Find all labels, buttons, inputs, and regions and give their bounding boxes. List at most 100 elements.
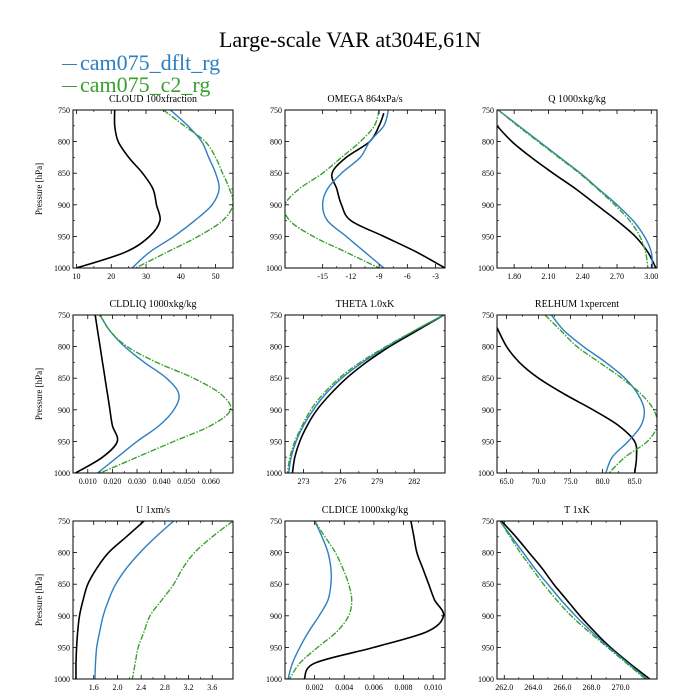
legend-swatch: [62, 86, 77, 88]
series-line-green: [288, 521, 353, 679]
x-tick-label: 70.0: [532, 477, 546, 486]
y-tick-label: 750: [482, 311, 494, 320]
y-tick-label: 950: [270, 643, 282, 652]
series-line-green: [544, 315, 657, 473]
x-tick-label: 2.70: [610, 272, 624, 281]
series-line-green: [135, 110, 233, 268]
y-tick-label: 750: [482, 106, 494, 115]
panel-frame: [496, 520, 658, 680]
y-axis-label: Pressure [hPa]: [34, 163, 44, 215]
y-tick-label: 1000: [478, 469, 494, 478]
x-tick-label: 268.0: [583, 683, 601, 692]
x-tick-label: 0.050: [177, 477, 195, 486]
y-tick-label: 800: [482, 549, 494, 558]
y-tick-label: 800: [482, 343, 494, 352]
series-line-blue: [288, 315, 445, 473]
y-tick-label: 850: [58, 374, 70, 383]
x-tick-label: 3.2: [184, 683, 194, 692]
y-tick-label: 750: [270, 517, 282, 526]
panel-title: CLDLIQ 1000xkg/kg: [110, 299, 197, 310]
x-tick-label: 3.6: [207, 683, 217, 692]
legend-label: cam075_dflt_rg: [80, 50, 221, 75]
y-tick-label: 800: [58, 549, 70, 558]
y-tick-label: 900: [482, 201, 494, 210]
panel-7: 750 800 850 900 950 1000 1.6 2.0 2.4 2.8 3.2 3.6 U 1…: [34, 505, 234, 692]
x-tick-label: -6: [404, 272, 411, 281]
series-line-green: [99, 315, 232, 473]
y-tick-label: 900: [482, 406, 494, 415]
y-tick-label: 850: [270, 374, 282, 383]
x-tick-label: 0.010: [424, 683, 442, 692]
panel-8: 750 800 850 900 950 1000 0.002 0.004 0.006 0.008 0…: [266, 505, 446, 692]
panel-title: CLDICE 1000xkg/kg: [322, 505, 408, 516]
y-tick-label: 850: [270, 580, 282, 589]
x-tick-label: 0.010: [79, 477, 97, 486]
y-tick-label: 1000: [266, 264, 282, 273]
y-tick-label: 850: [58, 580, 70, 589]
panel-title: T 1xK: [564, 505, 590, 516]
panel-frame: [496, 314, 658, 474]
y-tick-label: 950: [482, 232, 494, 241]
x-tick-label: 0.002: [306, 683, 324, 692]
panel-3: 750 800 850 900 950 1000 1.80 2.10 2.40 2.70 3.00 Q…: [478, 94, 658, 281]
panel-title: OMEGA 864xPa/s: [327, 94, 402, 105]
y-tick-label: 800: [270, 343, 282, 352]
y-tick-label: 1000: [54, 264, 70, 273]
panel-4: 750 800 850 900 950 1000 0.010 0.020 0.030 0.040 0…: [34, 299, 234, 486]
y-tick-label: 850: [270, 169, 282, 178]
legend-label: cam075_c2_rg: [80, 72, 211, 97]
panel-frame: [284, 314, 446, 474]
y-tick-label: 1000: [266, 675, 282, 684]
series-line-blue: [499, 521, 648, 679]
x-tick-label: 282: [408, 477, 420, 486]
y-tick-label: 1000: [478, 264, 494, 273]
y-tick-label: 900: [58, 612, 70, 621]
series-line-green: [499, 521, 646, 679]
x-tick-label: 85.0: [628, 477, 642, 486]
x-tick-label: 2.10: [541, 272, 555, 281]
panel-frame: [72, 520, 234, 680]
y-tick-label: 1000: [266, 469, 282, 478]
x-tick-label: 50: [212, 272, 220, 281]
x-tick-label: 1.80: [507, 272, 521, 281]
y-tick-label: 800: [270, 549, 282, 558]
x-tick-label: 80.0: [596, 477, 610, 486]
series-line-green: [131, 521, 233, 679]
series-line-black: [330, 112, 445, 268]
x-tick-label: 30: [142, 272, 150, 281]
y-tick-label: 750: [482, 517, 494, 526]
y-tick-label: 750: [58, 106, 70, 115]
x-tick-label: 75.0: [564, 477, 578, 486]
y-tick-label: 1000: [54, 469, 70, 478]
y-tick-label: 800: [482, 138, 494, 147]
y-tick-label: 950: [482, 643, 494, 652]
panel-title: U 1xm/s: [136, 505, 170, 516]
x-tick-label: 0.040: [153, 477, 171, 486]
y-tick-label: 750: [270, 311, 282, 320]
legend-item-c2: cam075_c2_rg: [62, 74, 210, 96]
x-tick-label: 2.40: [576, 272, 590, 281]
x-tick-label: 0.060: [202, 477, 220, 486]
y-tick-label: 800: [270, 138, 282, 147]
figure-title: Large-scale VAR at304E,61N: [218, 27, 482, 52]
y-tick-label: 800: [58, 343, 70, 352]
y-tick-label: 750: [58, 517, 70, 526]
x-tick-label: 0.006: [365, 683, 383, 692]
series-line-blue: [287, 521, 332, 679]
x-tick-label: 266.0: [553, 683, 571, 692]
series-line-black: [497, 125, 657, 268]
panel-6: 750 800 850 900 950 1000 65.0 70.0 75.0 80.0 85.0 R…: [478, 299, 658, 486]
series-line-blue: [97, 315, 180, 473]
series-line-blue: [131, 110, 220, 268]
y-tick-label: 900: [58, 201, 70, 210]
x-tick-label: 0.004: [335, 683, 353, 692]
series-line-black: [76, 110, 162, 268]
y-tick-label: 900: [482, 612, 494, 621]
y-tick-label: 850: [482, 169, 494, 178]
panel-2: 750 800 850 900 950 1000 -15 -12 -9 -6 -3 OMEGA 864…: [266, 94, 446, 281]
y-tick-label: 950: [58, 437, 70, 446]
x-tick-label: 10: [72, 272, 80, 281]
y-tick-label: 950: [270, 232, 282, 241]
